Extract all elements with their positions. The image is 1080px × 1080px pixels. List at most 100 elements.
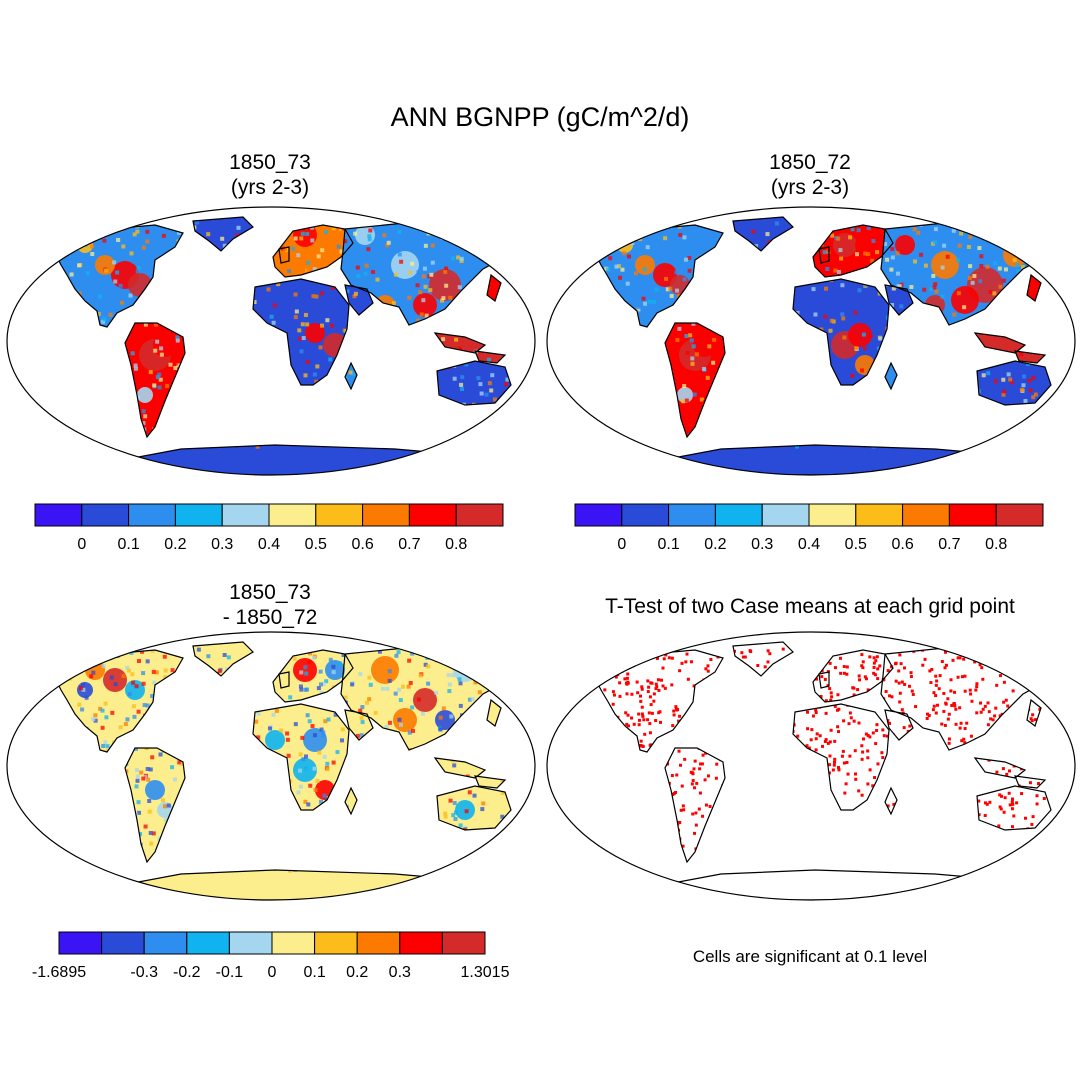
- colorbar-swatch: [314, 931, 358, 955]
- panel-d-title-line1: T-Test of two Case means at each grid po…: [605, 595, 1015, 618]
- colorbar-tick-label: 0.6: [351, 536, 373, 553]
- map-border: [546, 631, 1076, 901]
- colorbar-tick-label: 1.3015: [461, 964, 510, 981]
- colorbar-tick-label: 0.8: [985, 536, 1007, 553]
- colorbar-swatch: [902, 503, 950, 527]
- colorbar-tick-label: 0.3: [211, 536, 233, 553]
- colorbar-swatch: [399, 931, 443, 955]
- map-border: [546, 206, 1076, 476]
- colorbar-swatch: [855, 503, 904, 527]
- colorbar-tick-label: 0.4: [258, 536, 280, 553]
- land-arabia: [885, 285, 913, 315]
- colorbar-tick-label: 0: [268, 964, 277, 981]
- ocean-background: [547, 632, 1075, 900]
- colorbar-tick-label: 0.2: [164, 536, 186, 553]
- panel-a-title-line1: 1850_73: [229, 151, 311, 174]
- land-japan: [487, 275, 501, 301]
- colorbar-tick-label: 0.2: [704, 536, 726, 553]
- colorbar-panel-a: 0 0.1 0.2 0.3 0.4 0.5 0.6 0.7 0.8: [34, 503, 504, 553]
- colorbar-tick-label: 0.4: [798, 536, 820, 553]
- land-indonesia: [435, 758, 485, 778]
- colorbar-swatch: [315, 503, 364, 527]
- panel-c-title-line1: 1850_73: [229, 581, 311, 604]
- colorbar-tick-label: 0: [617, 536, 626, 553]
- panel-a-title-line2: (yrs 2-3): [230, 176, 310, 199]
- colorbar-swatch: [81, 503, 130, 527]
- colorbar-tick-label: -1.6895: [32, 964, 86, 981]
- colorbar-swatch: [441, 931, 486, 955]
- colorbar-swatch: [995, 503, 1044, 527]
- colorbar-tick-label: -0.1: [216, 964, 244, 981]
- land-newzealand: [503, 401, 517, 423]
- panel-a-title: 1850_73 (yrs 2-3): [120, 150, 420, 200]
- colorbar-swatch: [668, 503, 716, 527]
- colorbar-tick-label: 0.6: [891, 536, 913, 553]
- colorbar-swatch: [761, 503, 810, 527]
- panel-c-title: 1850_73 - 1850_72: [120, 580, 420, 630]
- map-panel-b: [546, 206, 1076, 476]
- land-indonesia: [435, 333, 485, 353]
- colorbar-panel-b: 0 0.1 0.2 0.3 0.4 0.5 0.6 0.7 0.8: [574, 503, 1044, 553]
- land-europe: [273, 225, 353, 277]
- colorbar-tick-label: 0.1: [657, 536, 679, 553]
- panel-b-title-line1: 1850_72: [769, 151, 851, 174]
- land-greenland: [193, 217, 253, 251]
- colorbar-tick-label: 0.8: [445, 536, 467, 553]
- land-australia: [977, 361, 1051, 405]
- colorbar-swatch: [271, 931, 316, 955]
- panel-b-title: 1850_72 (yrs 2-3): [660, 150, 960, 200]
- map-panel-d: [546, 631, 1076, 901]
- colorbar-swatch: [101, 931, 145, 955]
- map-panel-c: [6, 631, 536, 901]
- colorbar-tick-label: 0.5: [305, 536, 327, 553]
- colorbar-panel-c: -1.6895 -0.3 -0.2 -0.1 0 0.1 0.2 0.3 1.3015: [32, 931, 510, 981]
- panel-b-title-line2: (yrs 2-3): [770, 176, 850, 199]
- colorbar-swatch: [186, 931, 230, 955]
- colorbar-swatch: [143, 931, 188, 955]
- colorbar-tick-label: -0.3: [130, 964, 158, 981]
- colorbar-swatch: [174, 503, 223, 527]
- colorbar-tick-label: 0.1: [303, 964, 325, 981]
- significance-note: Cells are significant at 0.1 level: [692, 947, 928, 966]
- colorbar-swatch: [34, 503, 83, 527]
- figure-title: ANN BGNPP (gC/m^2/d): [390, 102, 690, 132]
- colorbar-swatch: [714, 503, 763, 527]
- map-panel-a: [6, 206, 536, 476]
- colorbar-tick-label: -0.2: [173, 964, 201, 981]
- colorbar-swatch: [408, 503, 457, 527]
- colorbar-tick-label: 0.5: [845, 536, 867, 553]
- colorbar-swatch: [128, 503, 176, 527]
- land-uk: [279, 672, 289, 688]
- colorbar-tick-label: 0.7: [938, 536, 960, 553]
- colorbar-swatch: [221, 503, 270, 527]
- colorbar-swatch: [228, 931, 273, 955]
- land-australia: [437, 361, 511, 405]
- colorbar-swatch: [362, 503, 410, 527]
- land-newzealand: [503, 826, 517, 848]
- land-arabia: [345, 285, 373, 315]
- land-arabia: [345, 710, 373, 740]
- colorbar-swatch: [574, 503, 623, 527]
- colorbar-swatch: [808, 503, 857, 527]
- colorbar-tick-label: 0.3: [389, 964, 411, 981]
- land-greenland: [733, 217, 793, 251]
- land-indonesia: [975, 333, 1025, 353]
- colorbar-swatch: [356, 931, 401, 955]
- land-newzealand: [1043, 401, 1057, 423]
- map-border: [6, 631, 536, 901]
- colorbar-tick-label: 0: [77, 536, 86, 553]
- colorbar-swatch: [268, 503, 317, 527]
- colorbar-swatch: [621, 503, 670, 527]
- panel-c-title-line2: - 1850_72: [222, 606, 318, 629]
- land-japan: [487, 700, 501, 726]
- colorbar-swatch: [58, 931, 103, 955]
- colorbar-swatch: [948, 503, 997, 527]
- colorbar-tick-label: 0.7: [398, 536, 420, 553]
- land-greenland: [193, 642, 253, 676]
- map-border: [6, 206, 536, 476]
- panel-d-title: T-Test of two Case means at each grid po…: [545, 594, 1075, 619]
- colorbar-tick-label: 0.2: [346, 964, 368, 981]
- colorbar-swatch: [455, 503, 504, 527]
- colorbar-tick-label: 0.1: [117, 536, 139, 553]
- colorbar-tick-label: 0.3: [751, 536, 773, 553]
